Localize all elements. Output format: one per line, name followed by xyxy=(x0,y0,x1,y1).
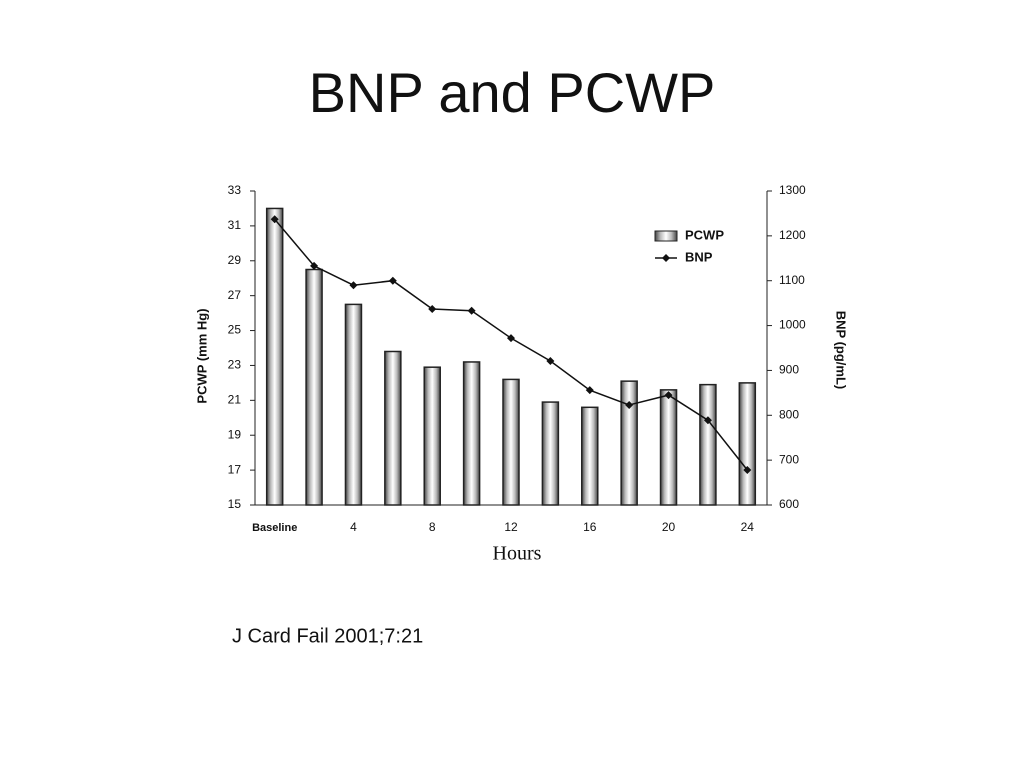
y2-tick-label: 700 xyxy=(779,452,799,466)
citation: J Card Fail 2001;7:21 xyxy=(232,625,423,647)
y-tick-label: 31 xyxy=(228,218,242,232)
bar xyxy=(699,383,717,506)
bar xyxy=(581,406,599,506)
y-tick-label: 15 xyxy=(228,497,242,511)
x-tick-label: 20 xyxy=(662,520,676,534)
point xyxy=(349,281,358,290)
bar xyxy=(738,382,757,506)
bar xyxy=(541,401,560,506)
bar xyxy=(305,268,323,506)
legend-label: BNP xyxy=(685,249,713,264)
point xyxy=(467,306,476,315)
x-tick-label: 8 xyxy=(429,520,436,534)
point xyxy=(585,386,594,395)
y-tick-label: 25 xyxy=(228,323,242,337)
y2-tick-label: 900 xyxy=(779,363,799,377)
point xyxy=(428,304,437,313)
y2-tick-label: 800 xyxy=(779,407,799,421)
point xyxy=(507,334,515,343)
point xyxy=(743,466,752,475)
y2-tick-label: 1300 xyxy=(779,183,806,197)
bar xyxy=(384,350,402,506)
slide-title: BNP and PCWP xyxy=(309,61,716,124)
x-axis-title: Hours xyxy=(493,543,542,565)
y-tick-label: 29 xyxy=(228,253,242,267)
x-tick-label: 4 xyxy=(350,520,357,534)
bar xyxy=(620,380,638,506)
y-tick-label: 33 xyxy=(228,183,242,197)
bar xyxy=(423,366,441,506)
bar xyxy=(265,207,284,506)
legend-label: PCWP xyxy=(685,227,724,242)
y2-tick-label: 1200 xyxy=(779,228,806,242)
bar xyxy=(502,378,520,506)
bar xyxy=(344,303,363,506)
y-tick-label: 23 xyxy=(228,358,242,372)
point xyxy=(625,400,634,409)
bar xyxy=(462,361,481,506)
y2-tick-label: 1100 xyxy=(779,273,805,287)
y2-tick-label: 1000 xyxy=(779,318,806,332)
y-tick-label: 19 xyxy=(228,427,242,441)
legend-swatch xyxy=(654,230,678,242)
bar xyxy=(659,389,678,506)
x-tick-label: 12 xyxy=(504,520,518,534)
point xyxy=(388,276,397,285)
point xyxy=(546,357,555,366)
legend-swatch xyxy=(662,254,670,262)
point xyxy=(310,261,319,270)
x-tick-label: 16 xyxy=(583,520,597,534)
point xyxy=(270,215,279,224)
x-tick-label: 24 xyxy=(741,520,755,534)
x-tick-label: Baseline xyxy=(252,522,297,534)
y2-axis-title: BNP (pg/mL) xyxy=(834,311,849,389)
point xyxy=(703,416,712,425)
y-tick-label: 17 xyxy=(228,462,242,476)
y2-tick-label: 600 xyxy=(779,497,799,511)
y-axis-title: PCWP (mm Hg) xyxy=(194,308,209,403)
point xyxy=(664,391,673,400)
y-tick-label: 21 xyxy=(228,393,242,407)
y-tick-label: 27 xyxy=(228,288,242,302)
